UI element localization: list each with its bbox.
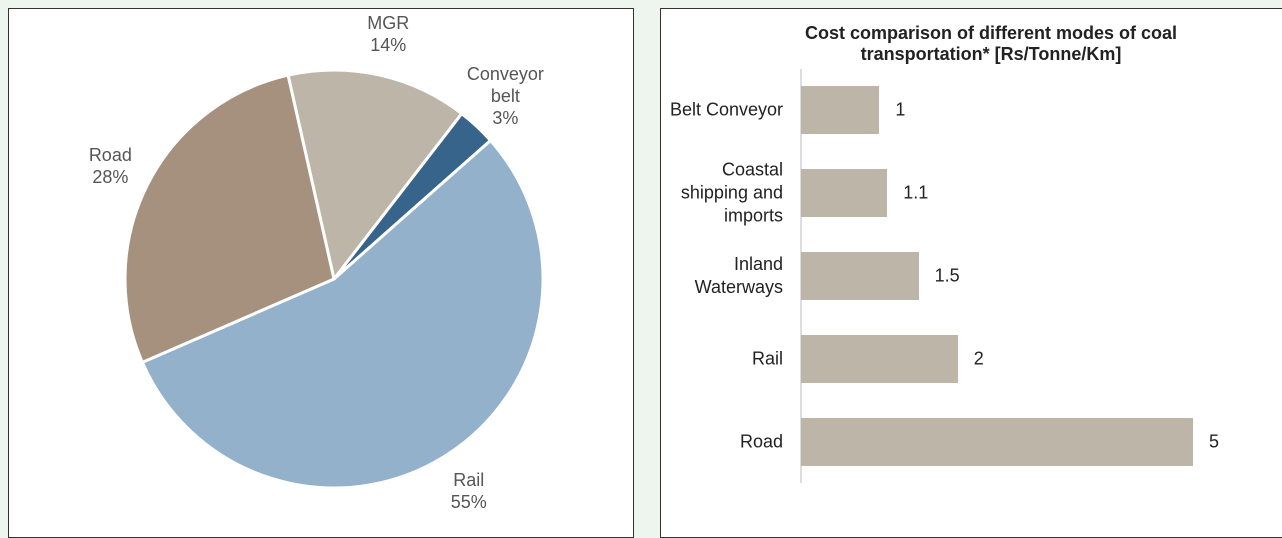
page: MGR 14% Conveyor belt 3% Rail 55% Road 28% Cost… [8, 8, 1282, 538]
slice-name: Conveyor belt [466, 63, 544, 106]
y-tick-label: Road [739, 431, 783, 452]
chart-title: Cost comparison of different modes of co… [804, 23, 1178, 64]
data-label: 2 [973, 348, 984, 369]
y-tick-label: Belt Conveyor [669, 99, 783, 120]
y-tick-label: Inland Waterways [694, 254, 783, 297]
bar [801, 252, 919, 300]
bar-panel: Cost comparison of different modes of co… [660, 8, 1282, 538]
bar [801, 86, 880, 135]
bar [801, 169, 888, 218]
slice-value: 3% [492, 107, 519, 128]
bar [801, 417, 1193, 466]
slice-name: Rail [453, 469, 485, 490]
y-tick-label: Coastal shipping and imports [680, 159, 783, 226]
pie-slice [140, 138, 545, 490]
slice-label: Rail 55% [419, 469, 519, 513]
slice-name: MGR [367, 13, 410, 34]
slice-label: Conveyor belt 3% [455, 63, 555, 129]
bar [801, 334, 958, 383]
data-label: 1.5 [934, 265, 960, 286]
data-label: 5 [1209, 431, 1220, 452]
slice-value: 55% [450, 491, 487, 512]
data-label: 1 [895, 99, 906, 120]
slice-value: 28% [92, 166, 129, 187]
slice-label: MGR 14% [338, 12, 438, 56]
y-tick-label: Rail [751, 348, 783, 369]
pie-slice [123, 73, 336, 365]
pie-panel: MGR 14% Conveyor belt 3% Rail 55% Road 28% [8, 8, 634, 538]
slice-value: 14% [370, 35, 407, 56]
slice-name: Road [88, 144, 132, 165]
data-label: 1.1 [903, 182, 929, 203]
pie-chart [123, 68, 545, 490]
pie-slice [286, 68, 464, 283]
slice-label: Road 28% [60, 144, 160, 188]
